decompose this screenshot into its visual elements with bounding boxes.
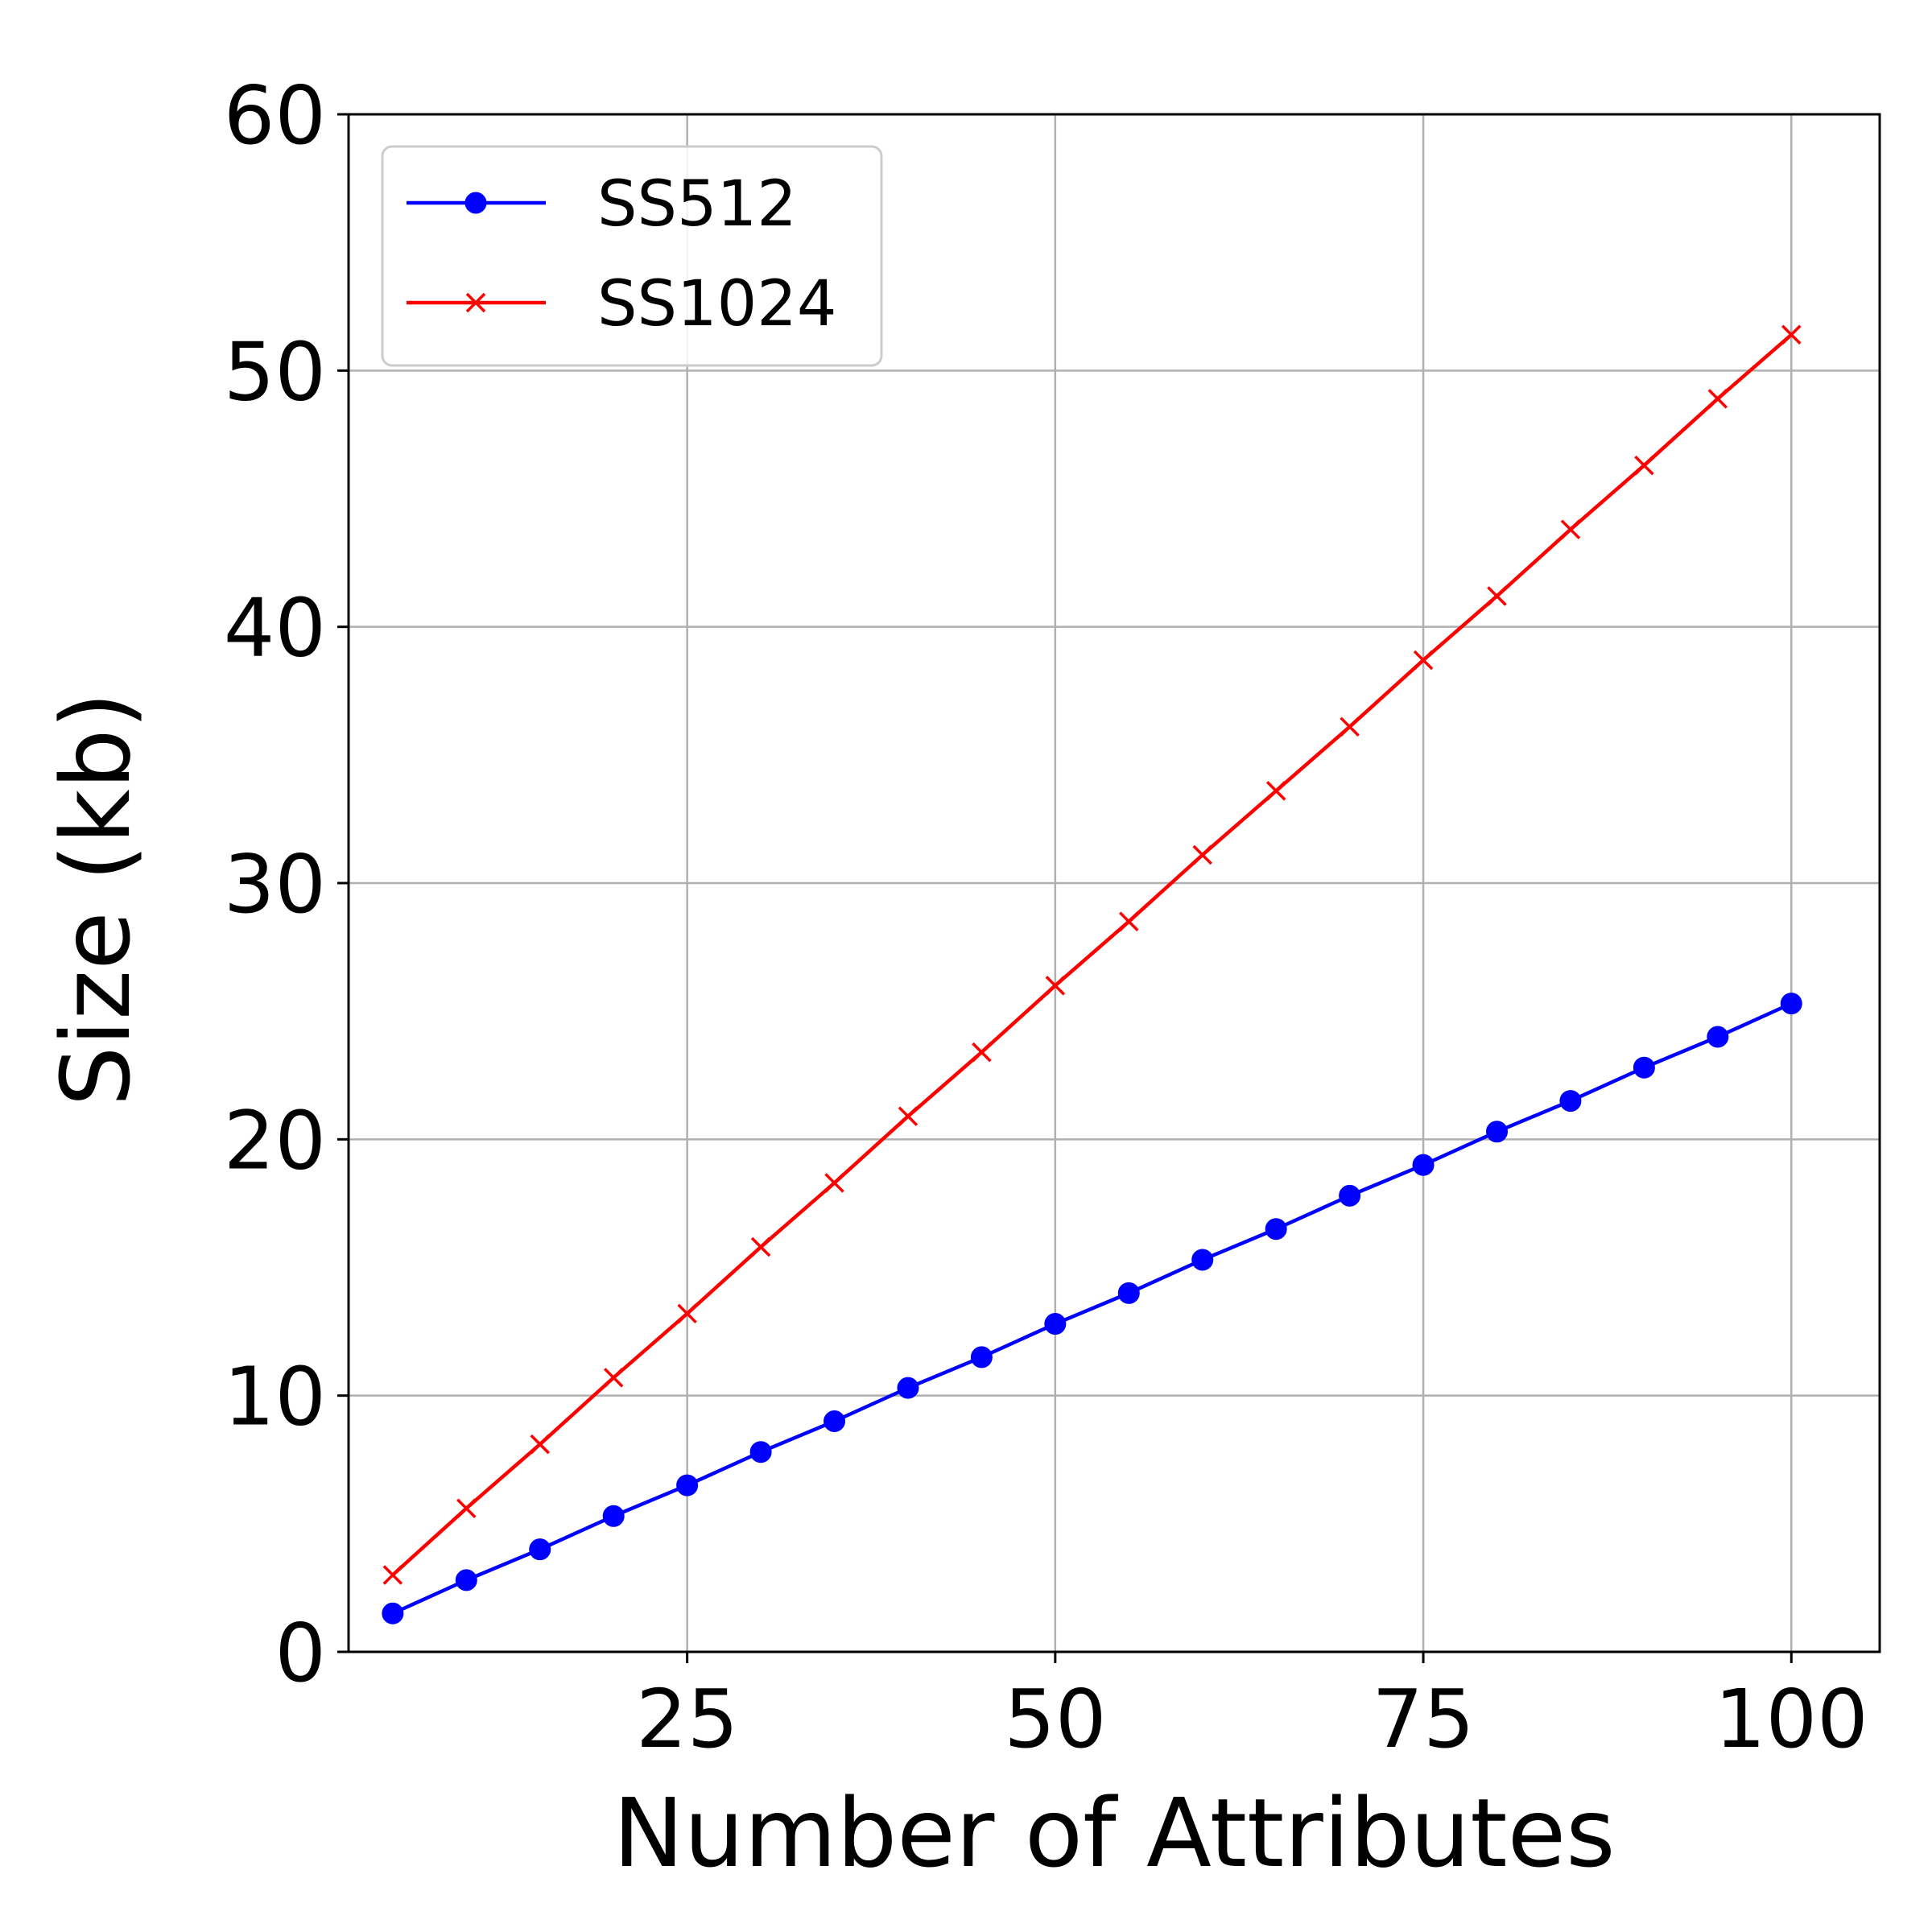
x-tick-label: 25 [636, 1672, 738, 1766]
data-point-ss512 [1486, 1121, 1508, 1143]
data-point-ss1024 [1560, 519, 1581, 539]
data-point-ss512 [1707, 1026, 1729, 1048]
y-axis-label: Size (kb) [40, 691, 151, 1106]
data-point-ss1024 [456, 1498, 477, 1518]
x-tick-label: 75 [1372, 1672, 1474, 1766]
data-point-ss512 [749, 1441, 772, 1463]
data-point-ss512 [1559, 1090, 1582, 1113]
data-point-ss1024 [898, 1106, 919, 1126]
data-point-ss1024 [1487, 586, 1507, 606]
data-point-ss1024 [1119, 911, 1139, 931]
data-point-ss1024 [1707, 389, 1728, 409]
data-point-ss1024 [1265, 781, 1286, 801]
data-point-ss1024 [1634, 455, 1654, 476]
axes: 25 50 75 100 0 10 20 30 40 50 60 [224, 68, 1868, 1766]
data-point-ss1024 [1413, 650, 1434, 671]
data-point-ss512 [1044, 1313, 1067, 1335]
data-point-ss1024 [1781, 324, 1802, 345]
x-axis-label: Number of Attributes [613, 1777, 1615, 1889]
y-tick-label: 30 [224, 837, 326, 931]
data-point-ss1024 [824, 1173, 844, 1193]
data-point-ss512 [1265, 1218, 1287, 1241]
series-line-ss1024 [391, 333, 1793, 1577]
legend: SS512 SS1024 [381, 145, 883, 367]
data-point-ss512 [1780, 993, 1802, 1015]
data-point-ss512 [970, 1346, 993, 1368]
y-tick-label: 60 [224, 68, 326, 163]
data-point-ss512 [1339, 1184, 1361, 1207]
data-point-ss1024 [1340, 716, 1360, 737]
y-tick-label: 10 [224, 1350, 326, 1444]
data-point-ss512 [1412, 1154, 1435, 1176]
y-tick-label: 20 [224, 1093, 326, 1187]
legend-label-ss1024: SS1024 [597, 268, 837, 341]
data-point-ss512 [1633, 1056, 1655, 1079]
data-point-ss512 [1117, 1282, 1140, 1304]
data-point-ss1024 [1192, 844, 1212, 865]
series-ss512 [382, 993, 1802, 1624]
x-tick-label: 50 [1004, 1672, 1106, 1766]
series-ss1024 [382, 324, 1802, 1585]
data-point-ss512 [382, 1602, 404, 1624]
data-point-ss1024 [530, 1434, 550, 1455]
legend-label-ss512: SS512 [597, 168, 797, 241]
y-tick-label: 40 [224, 581, 326, 675]
data-point-ss512 [529, 1538, 551, 1561]
legend-marker-ss512 [464, 192, 487, 214]
data-point-ss512 [455, 1569, 477, 1591]
legend-marker-ss1024 [465, 292, 486, 313]
data-point-ss1024 [382, 1565, 403, 1585]
data-point-ss512 [602, 1505, 625, 1527]
series-layer [382, 324, 1802, 1624]
data-point-ss512 [1191, 1249, 1214, 1271]
data-point-ss1024 [603, 1368, 624, 1388]
data-point-ss512 [897, 1377, 919, 1399]
series-line-ss512 [391, 1001, 1793, 1616]
x-tick-label: 100 [1715, 1672, 1868, 1766]
data-point-ss1024 [750, 1236, 771, 1257]
data-point-ss1024 [972, 1042, 992, 1063]
y-tick-label: 0 [275, 1606, 326, 1700]
data-point-ss512 [676, 1474, 699, 1496]
data-point-ss1024 [1045, 976, 1066, 996]
data-point-ss512 [824, 1410, 846, 1432]
data-point-ss1024 [677, 1303, 697, 1324]
y-tick-label: 50 [224, 324, 326, 419]
